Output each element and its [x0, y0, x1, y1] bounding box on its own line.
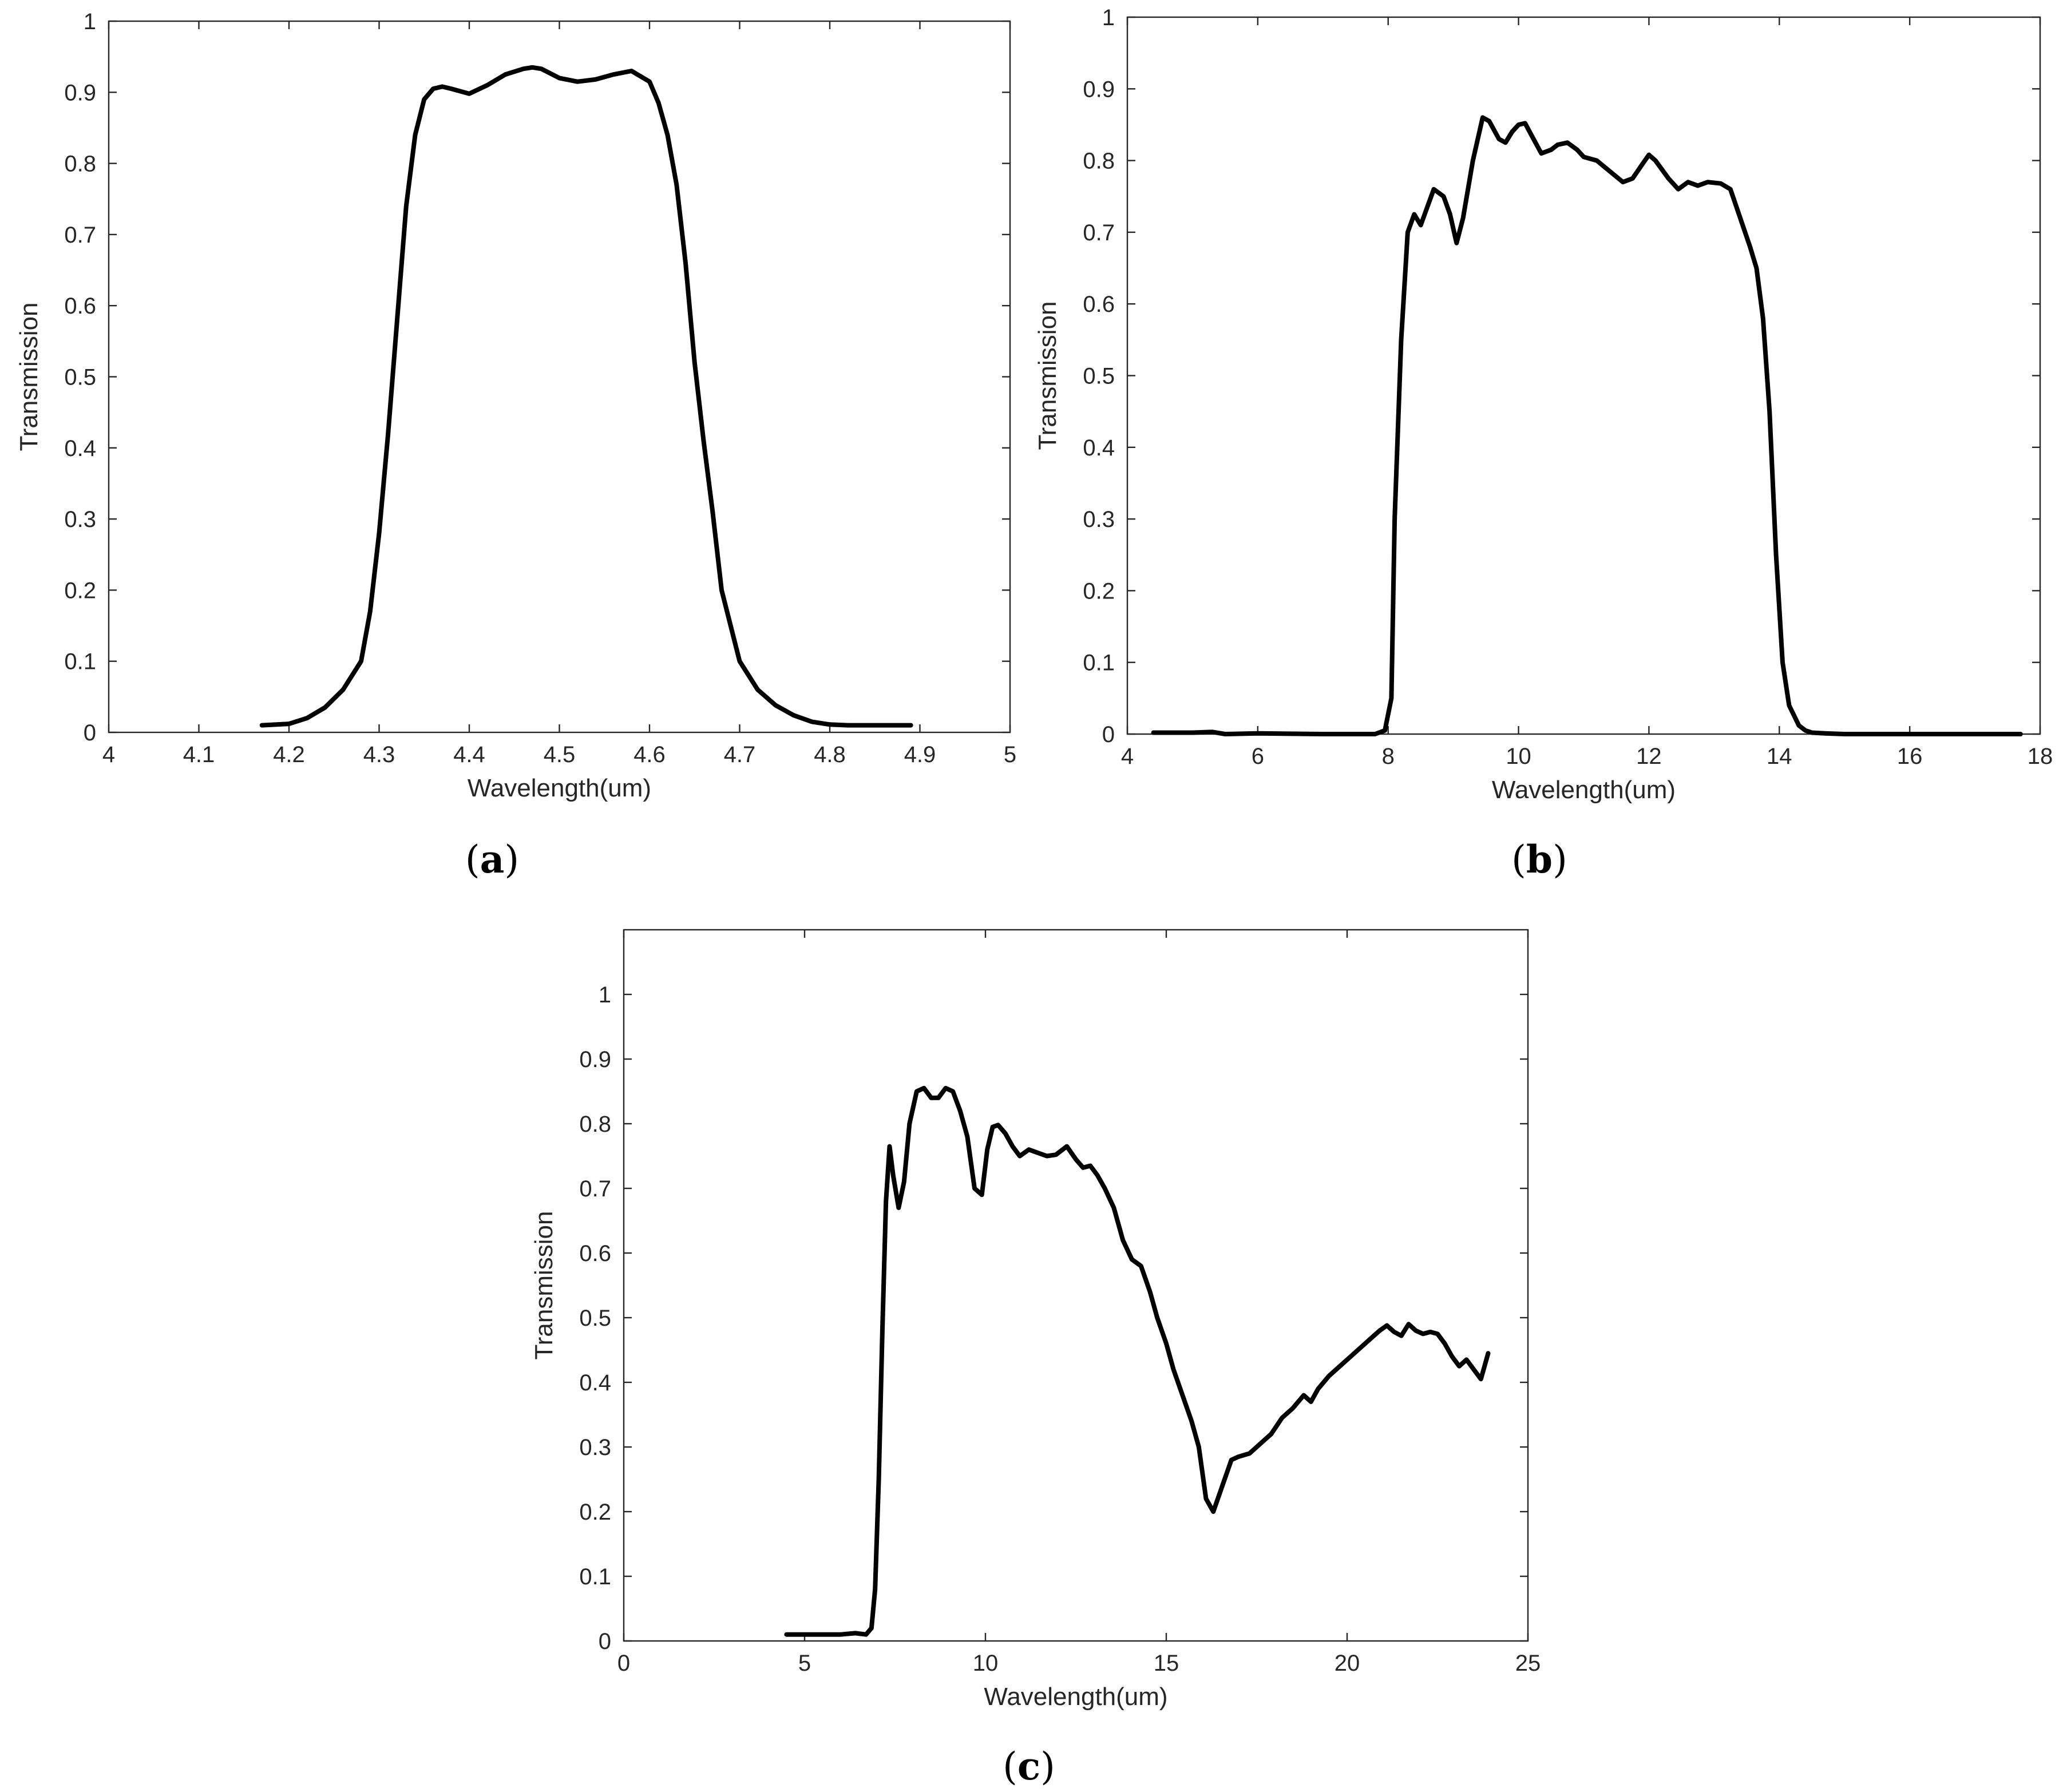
y-tick-label: 0.8: [64, 152, 96, 177]
panel-label: (a): [465, 837, 519, 882]
y-tick-label: 1: [599, 982, 611, 1008]
x-tick-label: 4.5: [544, 742, 576, 767]
x-tick-label: 10: [973, 1651, 999, 1676]
y-tick-label: 0.7: [1083, 220, 1115, 245]
x-tick-label: 5: [1004, 742, 1016, 767]
x-tick-label: 10: [1506, 744, 1531, 769]
x-tick-label: 4.2: [273, 742, 305, 767]
y-tick-label: 0.4: [64, 436, 96, 461]
y-tick-label: 0.6: [64, 294, 96, 319]
x-tick-label: 18: [2028, 744, 2053, 769]
x-tick-label: 14: [1767, 744, 1792, 769]
y-tick-label: 0.5: [579, 1306, 611, 1331]
plot-frame: [623, 929, 1529, 1642]
y-tick-label: 0.4: [1083, 435, 1115, 461]
x-tick-label: 20: [1335, 1651, 1360, 1676]
y-tick-label: 0.1: [579, 1564, 611, 1589]
x-tick-label: 4.7: [724, 742, 756, 767]
panel-label: (c): [1003, 1744, 1055, 1789]
x-tick-label: 15: [1154, 1651, 1179, 1676]
x-tick-label: 4.6: [633, 742, 666, 767]
panel-label: (b): [1511, 837, 1567, 882]
x-tick-label: 4.9: [904, 742, 936, 767]
y-tick-label: 0.1: [64, 649, 96, 675]
panel-b: 4 6 8 10 12 14 16 18 0 0.1 0.2 0.3 0.4 0.5 0.6 0.7 0.8 0.…: [1034, 5, 2053, 882]
x-tick-label: 25: [1515, 1651, 1541, 1676]
panel-a: 4 4.1 4.2 4.3 4.4 4.5 4.6 4.7 4.8 4.9 5 0 0.1 0.2 0.3 0…: [15, 9, 1016, 882]
x-tick-label: 4: [102, 742, 115, 767]
x-tick-label: 5: [798, 1651, 811, 1676]
y-tick-label: 0.6: [1083, 292, 1115, 317]
panel-c: 0 5 10 15 20 25 0 0.1 0.2 0.3 0.4 0.5 0.6 0.7 0.8 0.9 1 W…: [530, 929, 1541, 1789]
plot-frame: [108, 20, 1011, 734]
y-tick-label: 0.3: [1083, 507, 1115, 532]
y-tick-label: 0.6: [579, 1241, 611, 1266]
y-tick-label: 0.7: [64, 223, 96, 248]
panel-label-letter: c: [1017, 1744, 1040, 1789]
y-tick-label: 0.1: [1083, 651, 1115, 676]
x-axis-title: Wavelength(um): [468, 774, 651, 802]
y-tick-label: 0.2: [1083, 578, 1115, 604]
y-tick-label: 0.5: [1083, 364, 1115, 389]
transmission-curve-a: [259, 65, 913, 728]
y-tick-label: 0.2: [579, 1500, 611, 1525]
x-tick-label: 4.8: [814, 742, 846, 767]
y-axis-title: Transmission: [530, 1211, 558, 1360]
x-tick-label: 4: [1121, 744, 1134, 769]
y-tick-label: 0.8: [579, 1112, 611, 1137]
y-tick-label: 0: [84, 720, 96, 746]
x-tick-label: 16: [1897, 744, 1923, 769]
x-tick-label: 4.1: [183, 742, 215, 767]
y-tick-label: 0.5: [64, 365, 96, 390]
panel-label-letter: a: [480, 837, 505, 882]
y-tick-label: 0.4: [579, 1370, 611, 1395]
y-tick-label: 0.8: [1083, 149, 1115, 174]
x-axis-title: Wavelength(um): [1492, 776, 1676, 804]
y-tick-label: 0.9: [579, 1047, 611, 1072]
plot-frame: [1126, 16, 2041, 735]
y-tick-label: 1: [1102, 5, 1115, 30]
x-tick-label: 8: [1382, 744, 1395, 769]
transmission-curve-b: [1151, 115, 2023, 736]
y-axis-title: Transmission: [15, 303, 43, 451]
y-tick-label: 0: [599, 1629, 611, 1654]
x-tick-label: 4.4: [453, 742, 485, 767]
y-tick-label: 1: [84, 9, 96, 34]
y-tick-label: 0: [1102, 722, 1115, 747]
x-tick-label: 12: [1636, 744, 1662, 769]
x-axis-title: Wavelength(um): [984, 1683, 1167, 1711]
y-axis-title: Transmission: [1034, 302, 1062, 450]
x-tick-label: 6: [1252, 744, 1264, 769]
x-tick-label: 4.3: [363, 742, 395, 767]
y-tick-label: 0.2: [64, 578, 96, 603]
y-tick-label: 0.7: [579, 1176, 611, 1202]
transmission-curve-c: [784, 1085, 1491, 1637]
y-tick-label: 0.9: [1083, 77, 1115, 102]
y-tick-label: 0.3: [579, 1435, 611, 1460]
y-tick-label: 0.3: [64, 507, 96, 532]
panel-label-letter: b: [1526, 837, 1553, 882]
x-tick-label: 0: [617, 1651, 630, 1676]
y-tick-label: 0.9: [64, 80, 96, 105]
